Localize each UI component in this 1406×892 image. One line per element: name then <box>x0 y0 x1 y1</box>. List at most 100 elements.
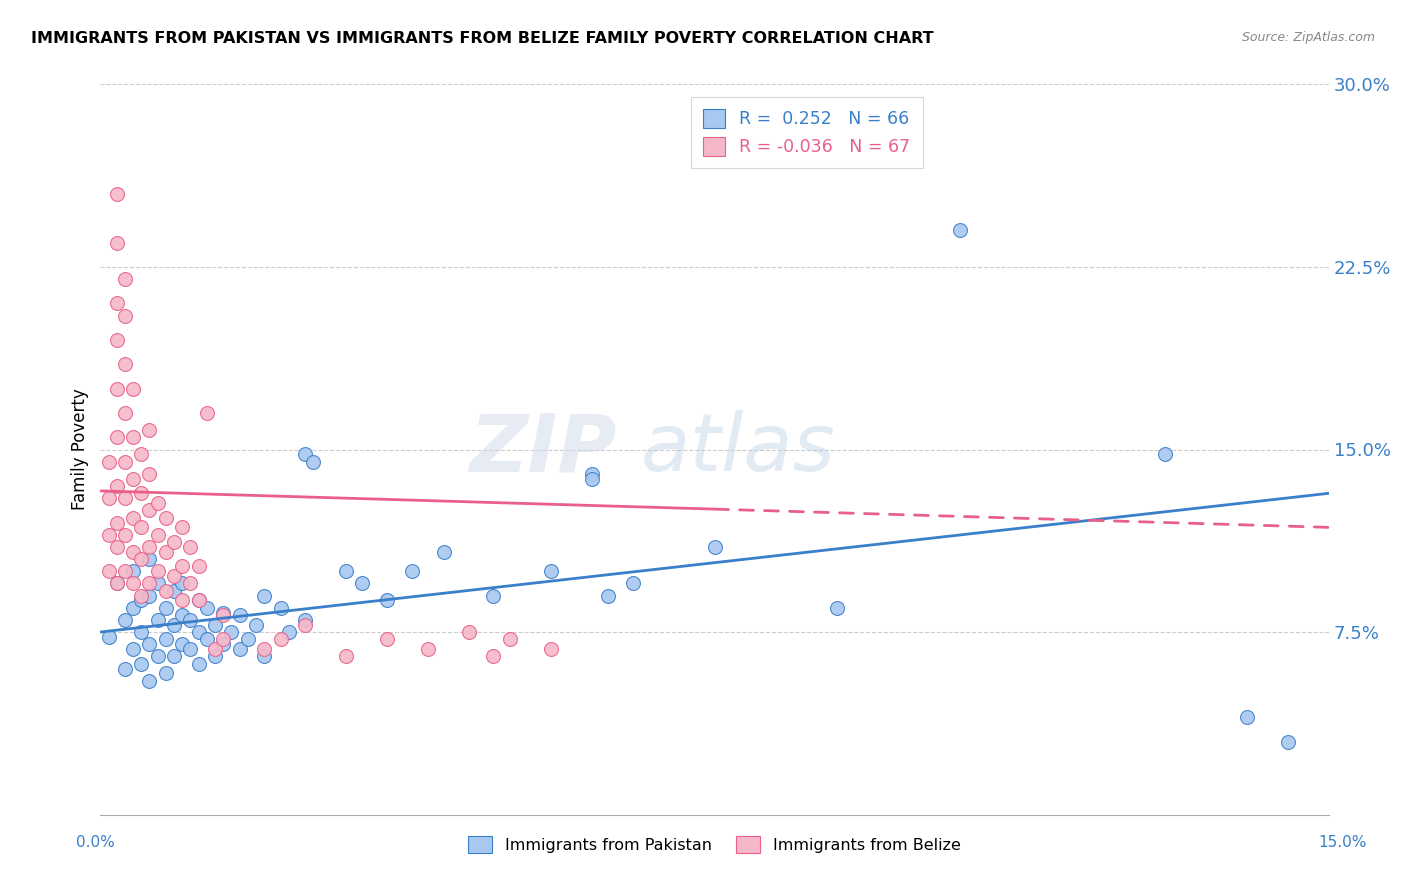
Point <box>172 607 194 622</box>
Text: IMMIGRANTS FROM PAKISTAN VS IMMIGRANTS FROM BELIZE FAMILY POVERTY CORRELATION CH: IMMIGRANTS FROM PAKISTAN VS IMMIGRANTS F… <box>31 31 934 46</box>
Point <box>97 491 120 505</box>
Point <box>114 564 136 578</box>
Point <box>122 382 145 396</box>
Point <box>581 472 603 486</box>
Point <box>228 607 250 622</box>
Point <box>114 661 136 675</box>
Point <box>122 600 145 615</box>
Point <box>294 447 316 461</box>
Point <box>195 406 218 420</box>
Point <box>335 564 357 578</box>
Text: Source: ZipAtlas.com: Source: ZipAtlas.com <box>1241 31 1375 45</box>
Point <box>212 606 235 620</box>
Point <box>146 649 169 664</box>
Point <box>294 613 316 627</box>
Point <box>187 559 209 574</box>
Point <box>621 576 644 591</box>
Text: atlas: atlas <box>641 410 835 489</box>
Point <box>114 406 136 420</box>
Point <box>138 673 160 688</box>
Point <box>163 649 186 664</box>
Point <box>179 576 201 591</box>
Point <box>204 649 226 664</box>
Point <box>375 593 398 607</box>
Point <box>375 632 398 647</box>
Point <box>122 472 145 486</box>
Point <box>129 486 152 500</box>
Point <box>155 510 177 524</box>
Point <box>540 642 562 657</box>
Text: ZIP: ZIP <box>470 410 616 489</box>
Point <box>172 520 194 534</box>
Point <box>114 309 136 323</box>
Point <box>1236 710 1258 724</box>
Point <box>294 617 316 632</box>
Point <box>482 649 505 664</box>
Point <box>155 583 177 598</box>
Point <box>129 447 152 461</box>
Point <box>172 637 194 651</box>
Point <box>187 593 209 607</box>
Point <box>97 564 120 578</box>
Point <box>163 617 186 632</box>
Point <box>138 467 160 481</box>
Point <box>416 642 439 657</box>
Point <box>97 455 120 469</box>
Point <box>827 600 849 615</box>
Point <box>253 649 276 664</box>
Point <box>212 637 235 651</box>
Point <box>146 576 169 591</box>
Point <box>97 630 120 644</box>
Point <box>122 510 145 524</box>
Point <box>114 455 136 469</box>
Point <box>146 613 169 627</box>
Point <box>270 600 292 615</box>
Point <box>122 642 145 657</box>
Point <box>138 503 160 517</box>
Point <box>105 430 128 444</box>
Y-axis label: Family Poverty: Family Poverty <box>72 389 89 510</box>
Point <box>401 564 423 578</box>
Point <box>105 479 128 493</box>
Point <box>138 552 160 566</box>
Point <box>277 625 299 640</box>
Point <box>155 545 177 559</box>
Point <box>179 642 201 657</box>
Point <box>253 642 276 657</box>
Point <box>457 625 479 640</box>
Point <box>155 600 177 615</box>
Point <box>482 589 505 603</box>
Point <box>163 583 186 598</box>
Point <box>204 642 226 657</box>
Point <box>138 540 160 554</box>
Point <box>146 564 169 578</box>
Point <box>105 576 128 591</box>
Point <box>1277 734 1299 748</box>
Point <box>105 540 128 554</box>
Legend: R =  0.252   N = 66, R = -0.036   N = 67: R = 0.252 N = 66, R = -0.036 N = 67 <box>690 96 922 169</box>
Point <box>105 296 128 310</box>
Point <box>105 516 128 530</box>
Point <box>129 589 152 603</box>
Point <box>179 540 201 554</box>
Point <box>129 520 152 534</box>
Point <box>155 666 177 681</box>
Point <box>236 632 259 647</box>
Point <box>97 527 120 541</box>
Point <box>105 576 128 591</box>
Point <box>105 186 128 201</box>
Point <box>245 617 267 632</box>
Point <box>122 564 145 578</box>
Point <box>114 491 136 505</box>
Point <box>105 235 128 250</box>
Point <box>187 625 209 640</box>
Point <box>129 552 152 566</box>
Point <box>195 632 218 647</box>
Point <box>221 625 243 640</box>
Point <box>270 632 292 647</box>
Point <box>703 540 725 554</box>
Point <box>335 649 357 664</box>
Text: 0.0%: 0.0% <box>76 836 115 850</box>
Point <box>212 632 235 647</box>
Point <box>155 632 177 647</box>
